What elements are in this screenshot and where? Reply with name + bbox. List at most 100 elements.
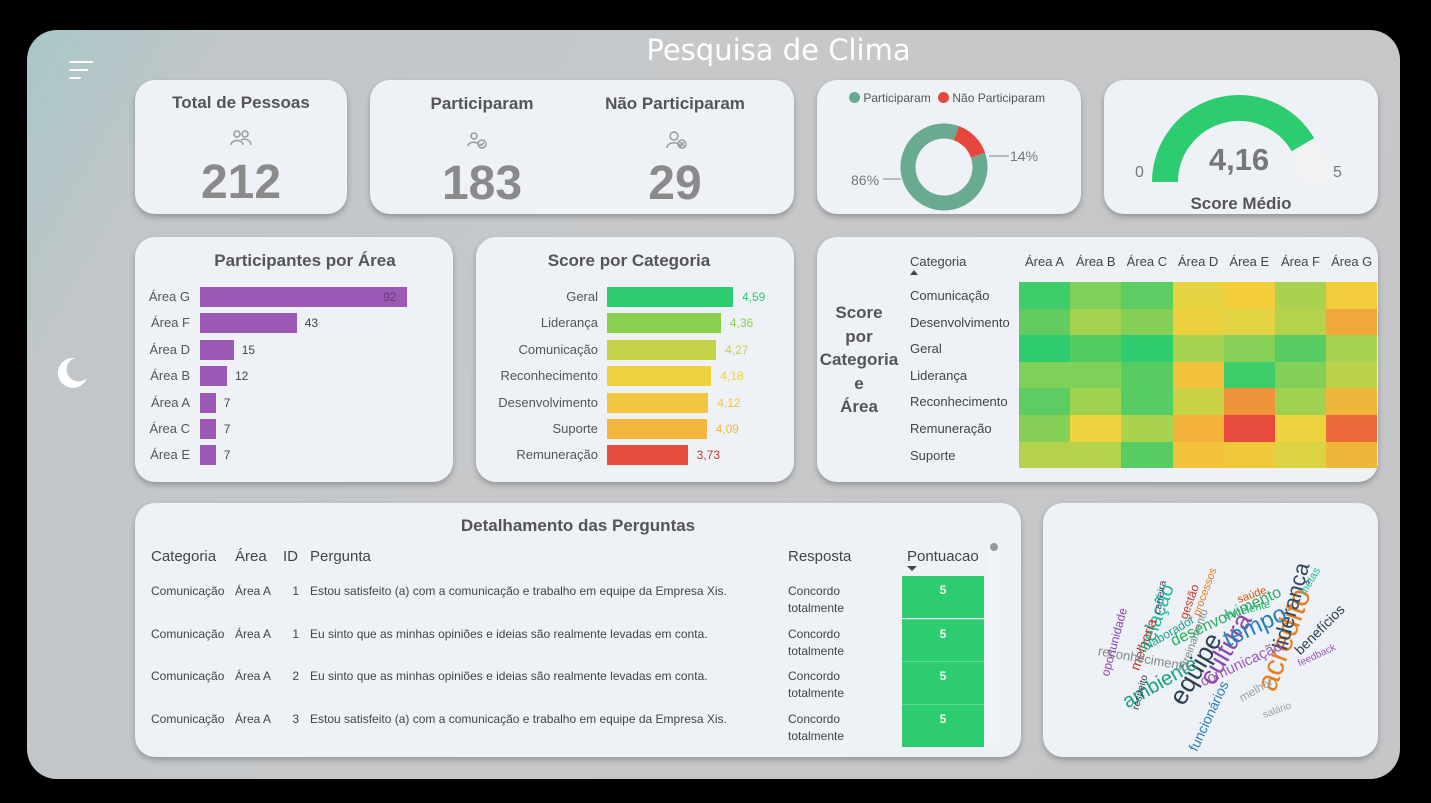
heatmap-cell[interactable] — [1121, 361, 1173, 389]
bar[interactable] — [200, 313, 297, 334]
col-header-pontuacao[interactable]: Pontuacao — [907, 548, 979, 565]
heatmap-cell[interactable] — [1070, 335, 1122, 362]
heatmap-cell[interactable] — [1121, 335, 1173, 362]
heatmap-cell[interactable] — [1223, 415, 1275, 442]
heatmap-col-header[interactable]: Área G — [1331, 254, 1373, 269]
cell-pontuacao[interactable]: 5 — [902, 618, 984, 662]
bar[interactable] — [607, 419, 707, 439]
col-header-resposta[interactable]: Resposta — [788, 548, 852, 565]
heatmap-cell[interactable] — [1121, 282, 1173, 309]
bar-row[interactable]: Geral 4,59 — [476, 287, 794, 307]
wordcloud-word[interactable]: salário — [1261, 700, 1293, 721]
bar-row[interactable]: Área A 7 — [135, 392, 453, 413]
heatmap-row-header[interactable]: Geral — [910, 341, 942, 357]
bar-row[interactable]: Suporte 4,09 — [476, 419, 794, 439]
heatmap-cell[interactable] — [1121, 441, 1173, 469]
bar-row[interactable]: Área C 7 — [135, 419, 453, 439]
col-header-pergunta[interactable]: Pergunta — [310, 548, 371, 565]
bar[interactable] — [200, 419, 216, 439]
col-header-categoria[interactable]: Categoria — [151, 548, 217, 565]
heatmap-cell[interactable] — [1275, 415, 1327, 442]
bar-row[interactable]: Remuneração 3,73 — [476, 445, 794, 466]
heatmap-row-header[interactable]: Remuneração — [910, 421, 992, 436]
bar[interactable] — [200, 287, 407, 307]
heatmap-cell[interactable] — [1070, 388, 1122, 415]
heatmap-cell[interactable] — [1019, 415, 1071, 442]
heatmap-cell[interactable] — [1019, 282, 1071, 309]
bar-row[interactable]: Área B 12 — [135, 366, 453, 387]
heatmap-cell[interactable] — [1223, 282, 1275, 309]
heatmap-cell[interactable] — [1172, 335, 1224, 362]
heatmap-col-header[interactable]: Área F — [1280, 254, 1320, 269]
cell-pontuacao[interactable]: 5 — [902, 704, 984, 748]
bar-row[interactable]: Área E 7 — [135, 445, 453, 466]
heatmap-cell[interactable] — [1172, 415, 1224, 442]
heatmap-cell[interactable] — [1070, 415, 1122, 442]
heatmap-cell[interactable] — [1172, 308, 1224, 336]
heatmap-row-header[interactable]: Comunicação — [910, 288, 990, 303]
bar-row[interactable]: Área D 15 — [135, 339, 453, 360]
heatmap-cell[interactable] — [1275, 282, 1327, 309]
heatmap-cell[interactable] — [1326, 308, 1378, 336]
bar[interactable] — [200, 366, 227, 387]
wordcloud-word[interactable]: oportunidade — [1098, 606, 1130, 678]
heatmap-cell[interactable] — [1326, 441, 1378, 469]
bar[interactable] — [200, 445, 216, 466]
heatmap-cell[interactable] — [1326, 415, 1378, 442]
bar[interactable] — [607, 445, 688, 466]
bar[interactable] — [607, 339, 717, 360]
heatmap-row-header[interactable]: Liderança — [910, 367, 968, 383]
heatmap-col-header[interactable]: Área A — [1024, 254, 1065, 269]
heatmap-cell[interactable] — [1275, 388, 1327, 415]
moon-icon[interactable] — [55, 356, 89, 390]
slice-nao-participaram[interactable] — [953, 126, 985, 158]
heatmap-cell[interactable] — [1275, 308, 1327, 336]
heatmap-cell[interactable] — [1121, 388, 1173, 415]
heatmap-row-header[interactable]: Desenvolvimento — [910, 314, 1010, 330]
heatmap-cell[interactable] — [1326, 361, 1378, 389]
heatmap-cell[interactable] — [1070, 361, 1122, 389]
heatmap-cell[interactable] — [1275, 361, 1327, 389]
heatmap-cell[interactable] — [1019, 361, 1071, 389]
menu-icon[interactable] — [69, 61, 93, 81]
heatmap-cell[interactable] — [1326, 388, 1378, 415]
heatmap-cell[interactable] — [1019, 335, 1071, 362]
heatmap-sort-header[interactable]: Categoria — [910, 254, 966, 275]
bar-row[interactable]: Reconhecimento 4,18 — [476, 366, 794, 387]
heatmap-cell[interactable] — [1275, 441, 1327, 469]
bar-row[interactable]: Área F 43 — [135, 313, 453, 334]
heatmap-cell[interactable] — [1223, 441, 1275, 469]
col-header-area[interactable]: Área — [235, 548, 267, 565]
bar-row[interactable]: Área G 92 — [135, 287, 453, 307]
heatmap-col-header[interactable]: Área E — [1229, 254, 1270, 269]
bar-row[interactable]: Comunicação 4,27 — [476, 339, 794, 360]
bar[interactable] — [200, 339, 234, 360]
heatmap-cell[interactable] — [1223, 361, 1275, 389]
slice-participaram[interactable] — [900, 123, 988, 211]
bar[interactable] — [200, 392, 216, 413]
heatmap-cell[interactable] — [1172, 361, 1224, 389]
bar[interactable] — [607, 392, 709, 413]
heatmap-cell[interactable] — [1172, 441, 1224, 469]
heatmap-cell[interactable] — [1223, 388, 1275, 415]
heatmap-cell[interactable] — [1326, 282, 1378, 309]
cell-pontuacao[interactable]: 5 — [902, 576, 984, 618]
cell-pontuacao[interactable]: 5 — [902, 661, 984, 705]
heatmap-col-header[interactable]: Área D — [1177, 254, 1219, 269]
bar-row[interactable]: Desenvolvimento 4,12 — [476, 392, 794, 413]
table-scrollbar[interactable] — [989, 543, 999, 743]
heatmap-cell[interactable] — [1121, 308, 1173, 336]
heatmap-col-header[interactable]: Área B — [1075, 254, 1116, 269]
heatmap-cell[interactable] — [1275, 335, 1327, 362]
heatmap-cell[interactable] — [1070, 441, 1122, 469]
heatmap-cell[interactable] — [1326, 335, 1378, 362]
heatmap-cell[interactable] — [1070, 308, 1122, 336]
bar[interactable] — [607, 366, 712, 387]
heatmap-cell[interactable] — [1121, 415, 1173, 442]
heatmap-cell[interactable] — [1070, 282, 1122, 309]
scrollbar-thumb[interactable] — [990, 543, 998, 551]
heatmap-cell[interactable] — [1172, 282, 1224, 309]
bar[interactable] — [607, 313, 721, 334]
heatmap-cell[interactable] — [1019, 441, 1071, 469]
heatmap-cell[interactable] — [1019, 308, 1071, 336]
